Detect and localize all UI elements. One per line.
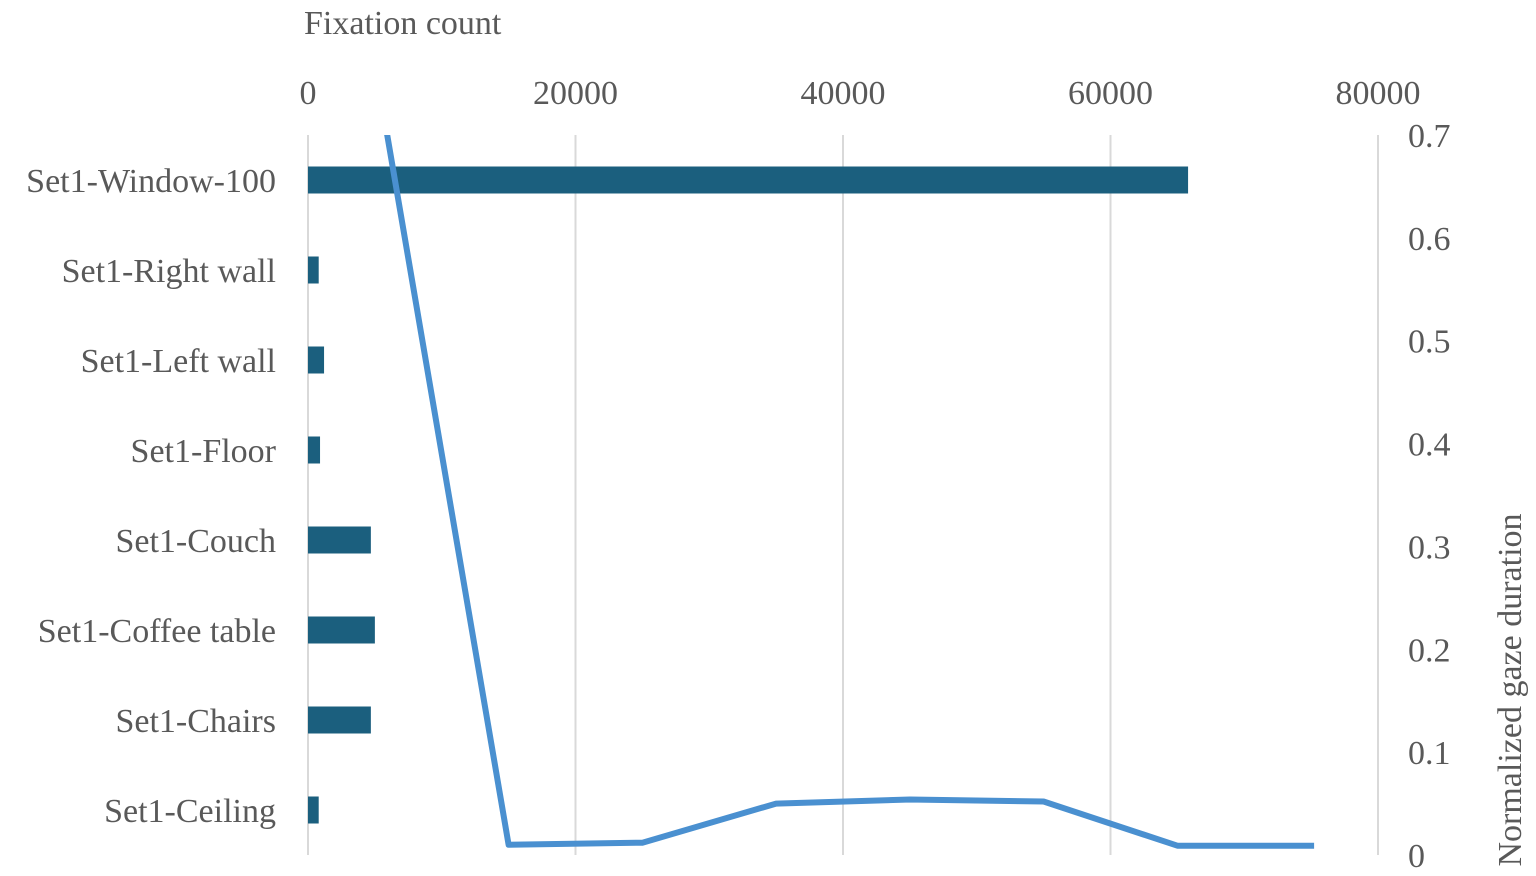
category-label: Set1-Left wall xyxy=(81,343,276,380)
bar-3 xyxy=(308,436,321,464)
bar-0 xyxy=(308,166,1189,194)
category-label: Set1-Floor xyxy=(131,433,277,470)
y2-tick-label: 0.2 xyxy=(1408,632,1451,669)
line-path xyxy=(384,135,1315,849)
category-label: Set1-Couch xyxy=(115,523,276,560)
bar-2 xyxy=(308,346,325,374)
category-label: Set1-Ceiling xyxy=(104,793,276,830)
x-axis-title: Fixation count xyxy=(304,5,502,42)
bar-7 xyxy=(308,796,319,824)
category-labels: Set1-Window-100 Set1-Right wall Set1-Left … xyxy=(26,163,276,830)
x-tick-label: 40000 xyxy=(801,75,886,112)
bar-6 xyxy=(308,706,371,734)
y2-tick-label: 0.1 xyxy=(1408,735,1451,772)
bar-5 xyxy=(308,616,375,644)
y2-tick-label: 0.5 xyxy=(1408,324,1451,361)
y2-tick-label: 0.3 xyxy=(1408,529,1451,566)
y2-tick-label: 0.6 xyxy=(1408,221,1451,258)
bar-1 xyxy=(308,256,319,284)
x-tick-label: 60000 xyxy=(1068,75,1153,112)
line-series xyxy=(384,135,1315,849)
x-tick-label: 80000 xyxy=(1336,75,1421,112)
x-axis-ticks: 0 20000 40000 60000 80000 xyxy=(300,75,1421,112)
y2-tick-label: 0 xyxy=(1408,838,1425,875)
gridlines xyxy=(307,135,1379,855)
x-tick-label: 20000 xyxy=(533,75,618,112)
category-label: Set1-Chairs xyxy=(115,703,276,740)
category-label: Set1-Coffee table xyxy=(38,613,276,650)
bar-series xyxy=(308,166,1189,824)
category-label: Set1-Right wall xyxy=(62,253,276,290)
secondary-y-axis-title: Normalized gaze duration xyxy=(1492,513,1529,866)
category-label: Set1-Window-100 xyxy=(26,163,276,200)
bar-4 xyxy=(308,526,371,554)
y2-tick-label: 0.7 xyxy=(1408,118,1451,155)
secondary-y-axis-ticks: 0 0.1 0.2 0.3 0.4 0.5 0.6 0.7 xyxy=(1408,118,1451,875)
y2-tick-label: 0.4 xyxy=(1408,427,1451,464)
x-tick-label: 0 xyxy=(300,75,317,112)
